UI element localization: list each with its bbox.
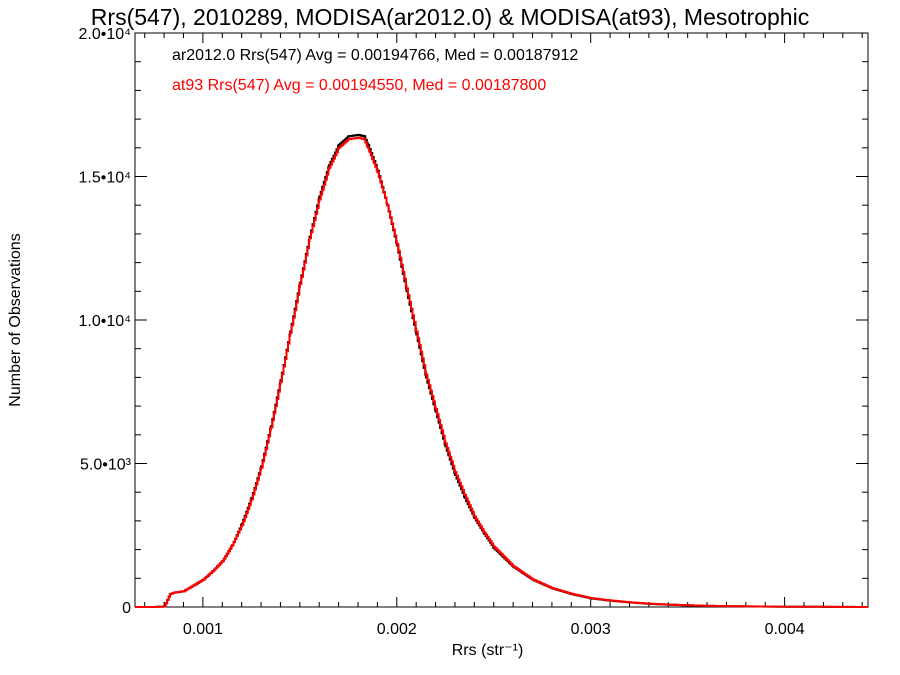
y-tick-label: 0: [122, 600, 131, 617]
x-tick-label: 0.002: [377, 621, 417, 638]
axis-ticks: 0.001 0.002 0.003 0.004 0 5.0•10³ 1.0•10⁴ 1.5•1…: [78, 26, 868, 638]
y-tick-label: 2.0•10⁴: [78, 26, 131, 43]
y-tick-label: 5.0•10³: [80, 457, 132, 474]
y-tick-label: 1.5•10⁴: [78, 170, 131, 187]
y-axis-label: Number of Observations: [7, 233, 24, 407]
y-tick-label: 1.0•10⁴: [78, 313, 131, 330]
series-line-ar2012.0: [135, 133, 868, 608]
annotation-ar2012: ar2012.0 Rrs(547) Avg = 0.00194766, Med …: [172, 47, 579, 64]
x-tick-label: 0.001: [183, 621, 223, 638]
chart-title: Rrs(547), 2010289, MODISA(ar2012.0) & MO…: [90, 4, 810, 30]
series-lines: [135, 133, 868, 608]
annotation-at93: at93 Rrs(547) Avg = 0.00194550, Med = 0.…: [172, 77, 547, 94]
series-line-at93: [135, 136, 868, 608]
x-tick-label: 0.004: [765, 621, 805, 638]
x-axis-label: Rrs (str⁻¹): [451, 642, 524, 659]
x-tick-label: 0.003: [571, 621, 611, 638]
